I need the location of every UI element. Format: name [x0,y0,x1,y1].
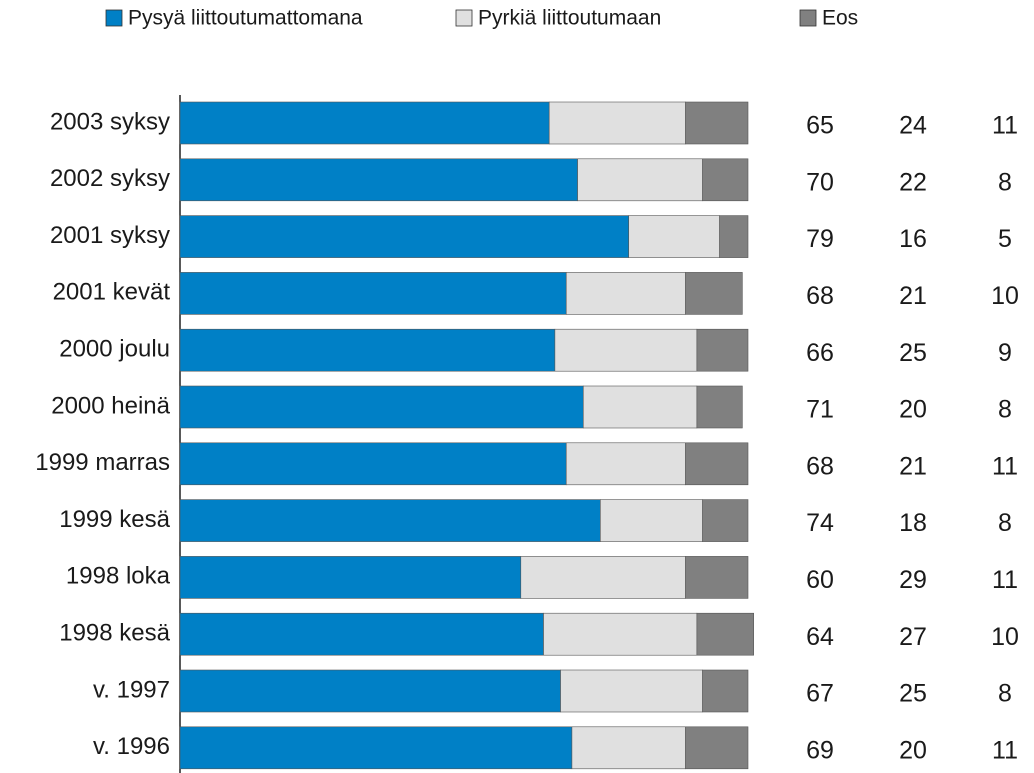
value-label: 71 [806,396,834,424]
y-tick-label: 1998 loka [66,563,171,590]
bar-segment [179,726,573,770]
y-tick-label: 1999 kesä [59,506,170,533]
value-label: 29 [899,566,927,594]
value-label: 21 [899,282,927,310]
bar-segment [543,612,698,656]
bar-segment [702,499,749,542]
bar-segment [702,158,749,202]
bar-segment [702,669,749,713]
bar-segment [685,272,743,315]
y-tick-label: 2003 syksy [50,108,170,135]
value-label: 69 [806,736,834,764]
value-label: 11 [992,112,1018,140]
value-label: 70 [806,168,834,196]
legend-label: Pyrkiä liittoutumaan [478,7,661,30]
value-label: 60 [806,566,834,594]
bar-segment [571,726,686,770]
value-label: 65 [806,112,834,140]
bar-segment [696,385,743,429]
value-label: 22 [899,168,927,196]
bar-segment [179,499,601,542]
value-label: 68 [806,452,834,480]
value-label: 10 [991,282,1019,310]
legend-label: Eos [822,7,858,30]
bar-segment [179,215,630,258]
value-label: 11 [992,736,1018,764]
bar-segment [179,612,544,656]
bar-segment [520,556,686,599]
bar-segment [179,272,567,315]
legend-swatch [455,9,473,27]
y-tick-label: 2002 syksy [50,165,170,192]
bar-segment [696,328,749,372]
y-tick-label: 2000 joulu [59,336,170,363]
value-label: 67 [806,680,834,708]
value-label: 18 [899,509,927,537]
bar-segment [179,442,567,486]
bar-segment [696,612,754,656]
value-label: 68 [806,282,834,310]
y-tick-label: v. 1996 [93,733,170,760]
value-label: 74 [806,509,834,537]
value-label: 25 [899,339,927,367]
bar-segment [600,499,703,542]
bar-segment [548,101,686,145]
y-tick-label: 1999 marras [35,449,170,476]
value-label: 20 [899,396,927,424]
value-label: 27 [899,623,927,651]
value-label: 8 [998,168,1012,196]
value-label: 5 [998,225,1012,253]
value-label: 11 [992,452,1018,480]
value-label: 21 [899,452,927,480]
value-label: 79 [806,225,834,253]
bar-segment [685,442,749,486]
bar-segment [685,556,749,599]
bar-segment [179,158,578,202]
bar-segment [582,385,698,429]
value-label: 10 [991,623,1019,651]
value-label: 8 [998,680,1012,708]
value-label: 11 [992,566,1018,594]
bar-segment [685,101,749,145]
bar-segment [628,215,720,258]
legend-swatch [799,9,817,27]
value-label: 16 [899,225,927,253]
bar-segment [179,328,556,372]
bar-segment [179,385,584,429]
value-label: 25 [899,680,927,708]
bar-segment [719,215,749,258]
value-label: 24 [899,112,927,140]
bar-segment [565,442,686,486]
bar-segment [685,726,749,770]
legend-label: Pysyä liittoutumattomana [128,7,363,30]
bar-segment [179,669,561,713]
bar-segment [565,272,686,315]
value-label: 66 [806,339,834,367]
y-tick-label: v. 1997 [93,676,170,703]
bar-segment [554,328,698,372]
y-tick-label: 2001 kevät [53,279,171,306]
value-label: 8 [998,509,1012,537]
bar-segment [577,158,703,202]
y-tick-label: 2001 syksy [50,222,170,249]
bar-segment [560,669,703,713]
y-tick-label: 1998 kesä [59,620,170,647]
value-label: 9 [998,339,1012,367]
value-label: 20 [899,736,927,764]
value-label: 64 [806,623,834,651]
bar-segment [179,556,522,599]
legend-swatch [105,9,123,27]
value-label: 8 [998,396,1012,424]
bar-segment [179,101,550,145]
y-tick-label: 2000 heinä [51,392,170,419]
